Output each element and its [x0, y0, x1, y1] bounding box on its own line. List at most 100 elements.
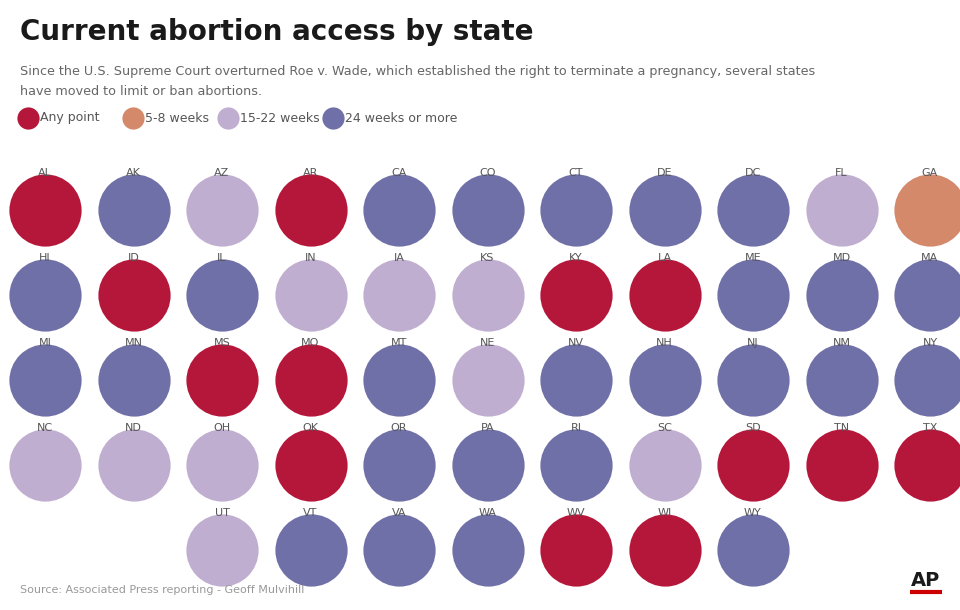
- Text: Since the U.S. Supreme Court overturned Roe v. Wade, which established the right: Since the U.S. Supreme Court overturned …: [20, 65, 815, 78]
- Text: WA: WA: [478, 508, 496, 518]
- Point: [37, 375, 53, 385]
- Point: [923, 290, 938, 300]
- Point: [834, 375, 850, 385]
- Text: MS: MS: [214, 338, 230, 348]
- Point: [480, 290, 495, 300]
- Point: [745, 545, 760, 555]
- Point: [392, 375, 407, 385]
- Point: [568, 545, 584, 555]
- Point: [392, 290, 407, 300]
- Text: NV: NV: [568, 338, 584, 348]
- Text: CO: CO: [479, 168, 495, 178]
- Point: [568, 460, 584, 470]
- Point: [126, 113, 141, 123]
- Point: [923, 375, 938, 385]
- Point: [745, 290, 760, 300]
- Text: SD: SD: [745, 423, 761, 433]
- Text: LA: LA: [658, 253, 672, 263]
- Point: [20, 113, 36, 123]
- Text: TX: TX: [923, 423, 937, 433]
- Point: [126, 290, 141, 300]
- Point: [214, 290, 229, 300]
- Text: MA: MA: [922, 253, 939, 263]
- Text: VA: VA: [392, 508, 406, 518]
- Point: [834, 290, 850, 300]
- Text: UT: UT: [215, 508, 229, 518]
- Point: [37, 205, 53, 215]
- Point: [657, 205, 672, 215]
- Text: NC: NC: [36, 423, 53, 433]
- Text: AK: AK: [126, 168, 141, 178]
- Point: [480, 205, 495, 215]
- Text: GA: GA: [922, 168, 938, 178]
- Text: AL: AL: [38, 168, 52, 178]
- Text: MN: MN: [125, 338, 142, 348]
- Point: [302, 545, 318, 555]
- Point: [392, 205, 407, 215]
- Text: ND: ND: [125, 423, 142, 433]
- Point: [923, 460, 938, 470]
- Point: [834, 205, 850, 215]
- Text: Current abortion access by state: Current abortion access by state: [20, 18, 534, 46]
- Point: [480, 375, 495, 385]
- Text: 15-22 weeks: 15-22 weeks: [240, 112, 320, 124]
- Point: [214, 460, 229, 470]
- Text: HI: HI: [39, 253, 51, 263]
- Point: [568, 290, 584, 300]
- Text: KY: KY: [569, 253, 583, 263]
- Text: AZ: AZ: [214, 168, 229, 178]
- Text: 5-8 weeks: 5-8 weeks: [145, 112, 209, 124]
- Text: TN: TN: [834, 423, 849, 433]
- Point: [657, 460, 672, 470]
- Text: IA: IA: [394, 253, 404, 263]
- Point: [745, 205, 760, 215]
- Text: OH: OH: [213, 423, 230, 433]
- Point: [302, 290, 318, 300]
- Text: WV: WV: [566, 508, 586, 518]
- Text: have moved to limit or ban abortions.: have moved to limit or ban abortions.: [20, 85, 262, 98]
- Text: CT: CT: [568, 168, 584, 178]
- Point: [392, 460, 407, 470]
- Point: [834, 460, 850, 470]
- Text: 24 weeks or more: 24 weeks or more: [345, 112, 457, 124]
- Text: OR: OR: [391, 423, 407, 433]
- Point: [214, 545, 229, 555]
- Point: [302, 205, 318, 215]
- Text: MI: MI: [38, 338, 52, 348]
- Text: WY: WY: [744, 508, 762, 518]
- Point: [126, 460, 141, 470]
- Point: [480, 460, 495, 470]
- Point: [325, 113, 341, 123]
- Text: FL: FL: [835, 168, 848, 178]
- Text: SC: SC: [657, 423, 672, 433]
- Text: CA: CA: [392, 168, 407, 178]
- Point: [302, 375, 318, 385]
- Text: DE: DE: [657, 168, 672, 178]
- Text: Source: Associated Press reporting - Geoff Mulvihill: Source: Associated Press reporting - Geo…: [20, 585, 304, 595]
- Text: ID: ID: [128, 253, 139, 263]
- Text: IN: IN: [304, 253, 316, 263]
- Text: NH: NH: [656, 338, 673, 348]
- Point: [923, 205, 938, 215]
- Text: MT: MT: [391, 338, 407, 348]
- Point: [37, 460, 53, 470]
- Point: [745, 460, 760, 470]
- Text: NJ: NJ: [747, 338, 758, 348]
- Text: AP: AP: [911, 571, 940, 590]
- Point: [568, 205, 584, 215]
- Text: NM: NM: [832, 338, 851, 348]
- Text: WI: WI: [658, 508, 672, 518]
- Point: [214, 375, 229, 385]
- Text: IL: IL: [217, 253, 227, 263]
- Text: RI: RI: [570, 423, 582, 433]
- Text: AR: AR: [302, 168, 318, 178]
- Point: [220, 113, 236, 123]
- Point: [214, 205, 229, 215]
- Text: NE: NE: [480, 338, 495, 348]
- Text: OK: OK: [302, 423, 319, 433]
- Point: [657, 545, 672, 555]
- Point: [657, 375, 672, 385]
- Point: [568, 375, 584, 385]
- Text: KS: KS: [480, 253, 494, 263]
- Point: [302, 460, 318, 470]
